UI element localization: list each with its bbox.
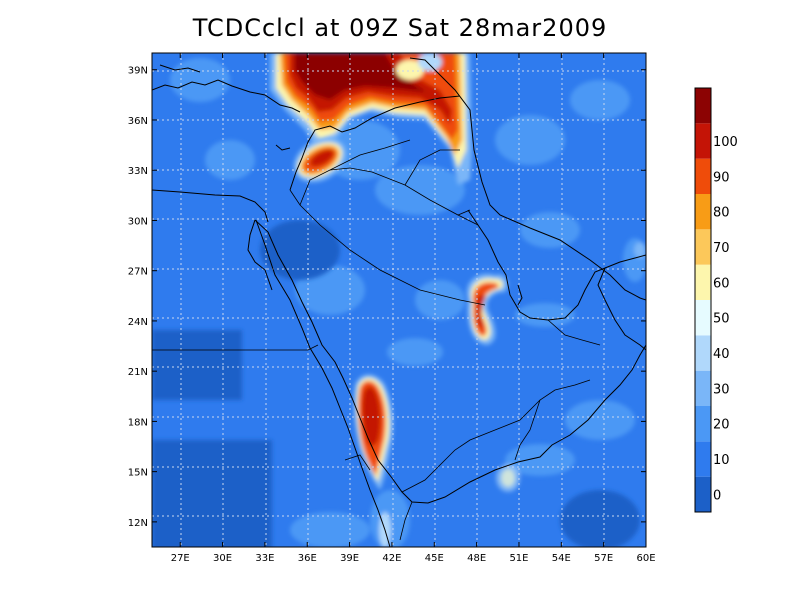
colorbar-segment [695,370,711,406]
colorbar-label: 30 [713,382,730,397]
lon-tick-label: 45E [425,553,444,564]
colorbar-segment [695,476,711,512]
latitude-tick-labels: 12N 15N 18N 21N 24N 27N 30N 33N 36N 39N [128,66,148,529]
colorbar: 0 10 20 30 40 50 60 70 80 90 100 [694,87,738,513]
colorbar-label: 100 [713,135,738,150]
lat-tick-label: 30N [128,216,148,227]
lon-tick-label: 54E [552,553,571,564]
cloud-system-levant [293,137,347,183]
lon-tick-label: 51E [509,553,528,564]
lon-tick-label: 30E [213,553,232,564]
cloud-system-east [466,273,508,345]
longitude-tick-labels: 27E 30E 33E 36E 39E 42E 45E 48E 51E 54E 57E 60E [171,553,656,564]
lon-tick-label: 60E [636,553,655,564]
colorbar-segment [695,123,711,159]
colorbar-label: 70 [713,241,730,256]
lon-tick-label: 57E [594,553,613,564]
colorbar-segment [695,406,711,442]
colorbar-label: 80 [713,206,730,221]
cloud-system-west [353,374,394,490]
colorbar-label: 40 [713,347,730,362]
lat-tick-label: 15N [128,468,148,479]
colorbar-label: 50 [713,312,730,327]
lat-tick-label: 24N [128,317,148,328]
colorbar-segment [695,300,711,336]
lat-tick-label: 18N [128,417,148,428]
plot-area [152,53,646,547]
colorbar-label: 0 [713,488,721,503]
lat-tick-label: 39N [128,66,148,77]
tick-marks [152,53,647,547]
lon-tick-label: 48E [467,553,486,564]
grid [152,53,646,547]
lat-tick-label: 33N [128,166,148,177]
colorbar-label: 90 [713,170,730,185]
lon-tick-label: 42E [382,553,401,564]
lat-tick-label: 27N [128,267,148,278]
colorbar-segment [695,194,711,230]
lon-tick-label: 27E [171,553,190,564]
lat-tick-label: 21N [128,367,148,378]
colorbar-segment [695,264,711,300]
lon-tick-label: 33E [255,553,274,564]
coastlines [152,57,646,547]
colorbar-segment [695,88,711,124]
colorbar-label: 60 [713,276,730,291]
cloud-system-north [270,53,472,185]
borders [152,139,601,541]
lat-tick-label: 36N [128,116,148,127]
colorbar-segment [695,158,711,194]
plot-frame [151,52,647,548]
lon-tick-label: 36E [298,553,317,564]
colorbar-segment [695,441,711,477]
colorbar-segment [695,335,711,371]
lat-tick-label: 12N [128,518,148,529]
colorbar-frame [694,87,712,513]
chart-title: TCDCclcl at 09Z Sat 28mar2009 [192,14,608,42]
colorbar-segment [695,229,711,265]
low-cloud-patches [170,58,646,547]
clear-patches [152,220,640,547]
lon-tick-label: 39E [340,553,359,564]
colorbar-label: 20 [713,418,730,433]
colorbar-label: 10 [713,453,730,468]
